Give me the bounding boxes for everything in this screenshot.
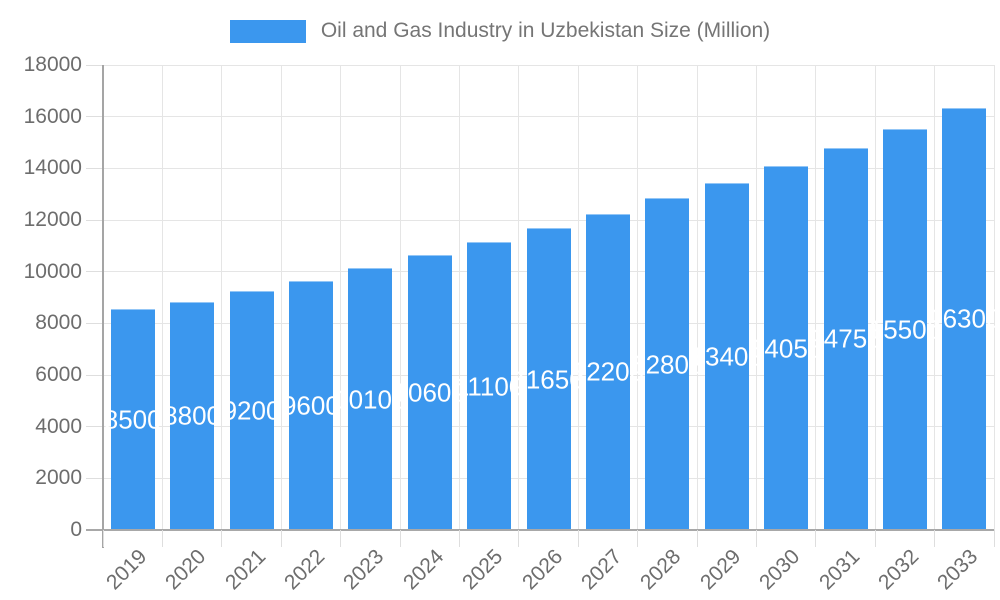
bar[interactable] [348,268,393,529]
x-axis-tick-label: 2029 [695,545,745,595]
vertical-gridline [755,65,757,530]
y-axis-tick [86,477,103,479]
horizontal-gridline [103,219,994,221]
y-axis-tick-label: 8000 [35,311,82,335]
bar[interactable] [229,291,274,529]
y-axis-tick [86,116,103,118]
x-axis-tick [458,530,460,547]
x-axis-tick [102,530,104,547]
x-axis-tick-label: 2023 [339,545,389,595]
legend-swatch [229,19,306,43]
vertical-gridline [458,65,460,530]
x-axis-tick [161,530,163,547]
x-axis-tick [221,530,223,547]
bar[interactable] [882,128,927,529]
y-axis-tick-label: 18000 [23,53,82,76]
vertical-gridline [221,65,223,530]
y-axis-tick-label: 4000 [35,414,82,438]
bar[interactable] [704,182,749,529]
x-axis-tick [815,530,817,547]
vertical-gridline [815,65,817,530]
y-axis-tick-label: 14000 [23,156,82,180]
y-axis-tick [86,64,103,66]
x-axis-tick-label: 2021 [220,545,270,595]
plot-area: 8500 8800 9200 9600 10100 10600 11100 11650 1220… [86,64,1000,548]
x-axis-tick [577,530,579,547]
x-axis-tick [993,530,995,547]
legend-item[interactable]: Oil and Gas Industry in Uzbekistan Size … [0,18,1000,44]
bar[interactable] [585,213,630,529]
x-axis-tick-label: 2022 [279,545,330,595]
x-axis-tick-label: 2024 [398,545,448,595]
y-axis-tick-label: 10000 [23,259,82,283]
x-axis-tick-label: 2026 [517,545,567,595]
y-axis-tick-label: 0 [70,518,82,541]
bar[interactable] [764,166,809,529]
x-axis-tick [399,530,401,547]
y-axis-tick-label: 16000 [23,104,82,128]
y-axis-tick-label: 2000 [35,466,82,490]
x-axis-tick [518,530,520,547]
x-axis-tick [637,530,639,547]
x-axis-tick-label: 2032 [873,545,924,595]
x-axis-tick-label: 2033 [933,545,983,595]
bar[interactable] [467,242,512,529]
vertical-gridline [993,65,995,530]
legend-label: Oil and Gas Industry in Uzbekistan Size … [320,19,771,42]
horizontal-gridline [103,116,994,118]
x-axis-labels: 2019 2020 2021 2022 2023 2024 2025 2026 2027 2028… [102,530,994,600]
y-axis-tick-label: 6000 [35,363,82,386]
x-axis-tick [874,530,876,547]
x-axis-tick-label: 2028 [636,545,686,595]
x-axis-tick-label: 2031 [814,545,864,595]
horizontal-gridline [103,64,994,66]
horizontal-gridline [103,167,994,169]
y-axis-tick [86,271,103,273]
x-axis-line [86,529,994,531]
vertical-gridline [874,65,876,530]
y-axis-tick [86,374,103,376]
bar[interactable] [170,301,215,529]
bar[interactable] [942,107,987,529]
x-axis-tick-label: 2020 [161,545,211,595]
x-axis-tick-label: 2025 [458,545,508,595]
y-axis-labels: 0 2000 4000 6000 8000 10000 12000 14000 16000 180… [0,53,82,541]
x-axis-tick [696,530,698,547]
vertical-gridline [934,65,936,530]
bar[interactable] [526,228,571,529]
bar[interactable] [823,147,868,529]
vertical-gridline [518,65,520,530]
vertical-gridline [340,65,342,530]
x-axis-tick-label: 2019 [101,545,151,595]
x-axis-tick-label: 2030 [755,545,805,595]
bar[interactable] [110,309,155,529]
x-axis-tick [280,530,282,547]
x-axis-tick-label: 2027 [576,545,627,595]
bar[interactable] [407,255,452,529]
y-axis-tick [86,322,103,324]
x-axis-tick [934,530,936,547]
x-axis-tick [755,530,757,547]
vertical-gridline [399,65,401,530]
bar[interactable] [645,198,690,529]
y-axis-tick [86,426,103,428]
y-axis-line [102,65,104,548]
bar[interactable] [288,281,333,529]
y-axis-tick-label: 12000 [23,208,82,231]
vertical-gridline [577,65,579,530]
vertical-gridline [696,65,698,530]
y-axis-tick [86,167,103,169]
y-axis-tick [86,219,103,221]
vertical-gridline [161,65,163,530]
vertical-gridline [280,65,282,530]
vertical-gridline [637,65,639,530]
x-axis-tick [340,530,342,547]
